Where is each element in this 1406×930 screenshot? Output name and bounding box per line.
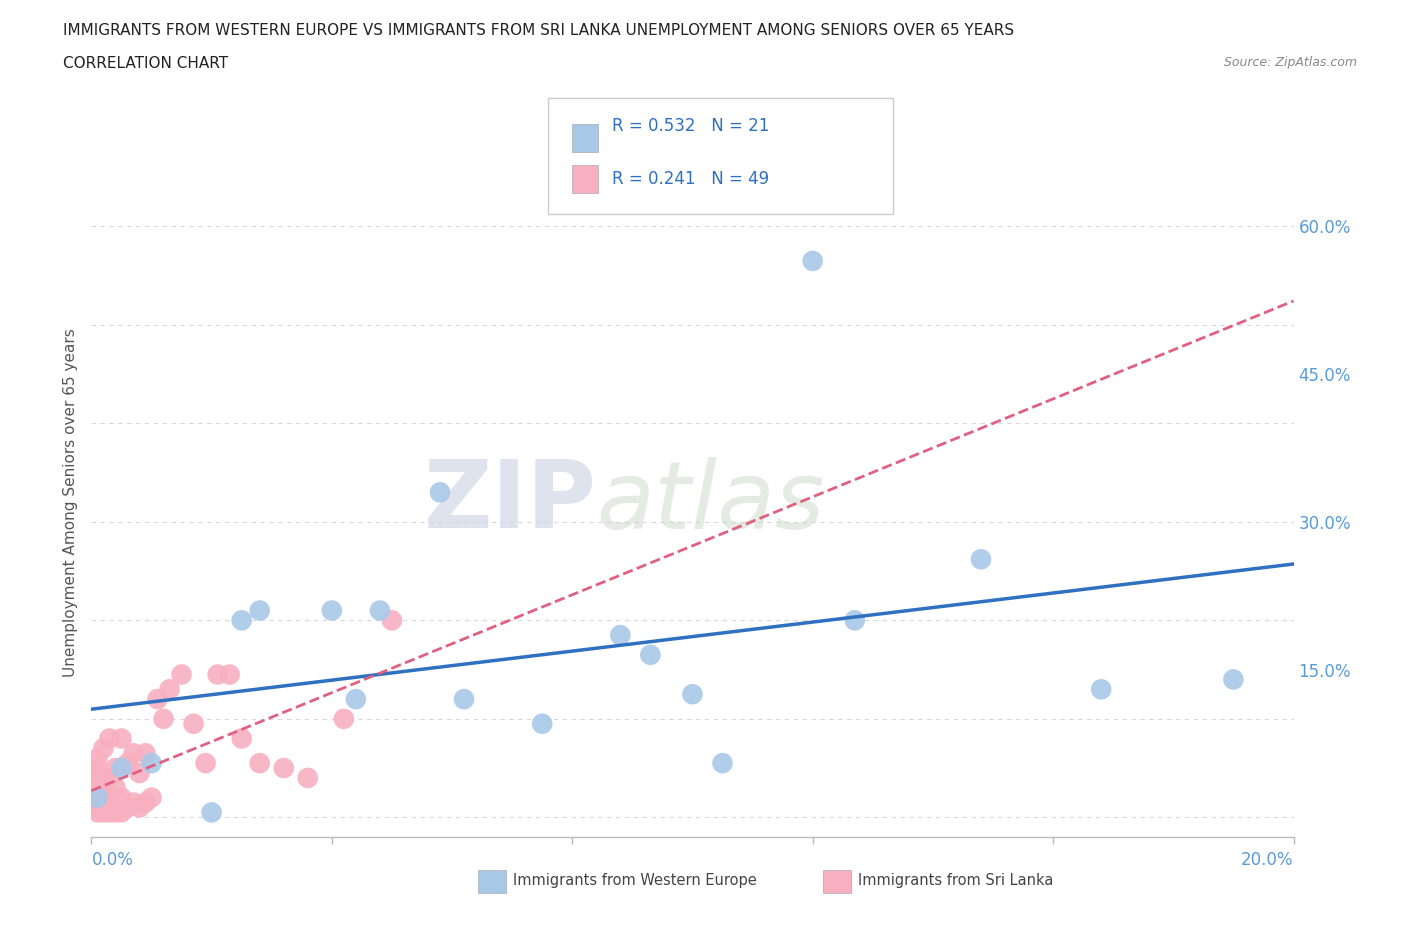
Point [531,716,554,731]
Text: ZIP: ZIP [423,457,596,548]
Point [93,770,115,785]
Point [93,800,115,815]
Point [98,731,121,746]
Point [104,761,127,776]
Point [104,800,127,815]
Point [429,485,451,499]
Text: 0.0%: 0.0% [91,851,134,869]
Point [134,746,156,761]
Point [297,770,319,785]
Point [207,667,229,682]
Point [1090,682,1112,697]
Point [231,731,253,746]
Point [86,800,108,815]
Point [333,711,356,726]
Point [128,800,150,815]
Point [98,790,121,805]
Point [93,805,115,820]
Point [122,746,145,761]
Point [104,780,127,795]
Point [381,613,404,628]
Point [231,613,253,628]
Point [249,603,271,618]
Point [344,692,367,707]
Point [146,692,169,707]
Point [970,551,993,566]
Point [141,790,163,805]
Point [86,761,108,776]
Text: CORRELATION CHART: CORRELATION CHART [63,56,228,71]
Point [98,770,121,785]
Text: R = 0.532   N = 21: R = 0.532 N = 21 [612,116,769,135]
Point [218,667,240,682]
Point [152,711,174,726]
Text: atlas: atlas [596,457,824,548]
Point [249,756,271,771]
Point [98,800,121,815]
Point [183,716,205,731]
Point [194,756,217,771]
Text: Immigrants from Western Europe: Immigrants from Western Europe [513,873,756,888]
Point [117,756,139,771]
Point [93,741,115,756]
Point [134,795,156,810]
Point [368,603,391,618]
Point [609,628,631,643]
Point [201,805,224,820]
Text: Source: ZipAtlas.com: Source: ZipAtlas.com [1223,56,1357,69]
Point [141,756,163,771]
Point [110,731,132,746]
Point [98,805,121,820]
Point [640,647,662,662]
Point [159,682,181,697]
Point [93,790,115,805]
Point [128,765,150,780]
Point [110,805,132,820]
Point [681,686,703,701]
Point [93,780,115,795]
Point [453,692,475,707]
Point [110,790,132,805]
Text: 20.0%: 20.0% [1241,851,1294,869]
Point [86,805,108,820]
Point [86,790,108,805]
Y-axis label: Unemployment Among Seniors over 65 years: Unemployment Among Seniors over 65 years [62,328,77,677]
Point [122,795,145,810]
Text: Immigrants from Sri Lanka: Immigrants from Sri Lanka [858,873,1053,888]
Point [844,613,866,628]
Text: R = 0.241   N = 49: R = 0.241 N = 49 [612,169,769,188]
Point [711,756,734,771]
Point [86,751,108,765]
Point [86,795,108,810]
Point [86,790,108,805]
Point [801,254,824,269]
Point [86,770,108,785]
Point [321,603,343,618]
Point [104,805,127,820]
Point [1222,672,1244,687]
Point [110,761,132,776]
Point [86,780,108,795]
Point [117,800,139,815]
Text: IMMIGRANTS FROM WESTERN EUROPE VS IMMIGRANTS FROM SRI LANKA UNEMPLOYMENT AMONG S: IMMIGRANTS FROM WESTERN EUROPE VS IMMIGR… [63,23,1014,38]
Point [273,761,295,776]
Point [170,667,193,682]
